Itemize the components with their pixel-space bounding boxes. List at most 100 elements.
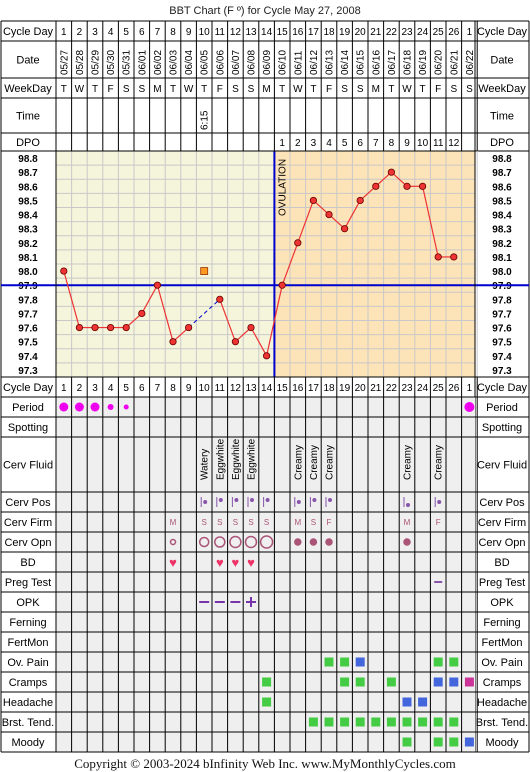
date-cell: 06/22 bbox=[465, 50, 476, 75]
temp-point bbox=[325, 210, 333, 219]
y-tick-label: 98.3 bbox=[18, 225, 38, 236]
symptom-square bbox=[355, 657, 365, 667]
temp-point bbox=[262, 352, 271, 360]
temp-line-segment bbox=[344, 200, 361, 229]
row-label-moody: Moody bbox=[11, 737, 45, 749]
row-label-spotting: Spotting bbox=[8, 422, 48, 434]
date-cell: 05/31 bbox=[122, 50, 133, 75]
weekday-cell: W bbox=[402, 84, 412, 95]
row-label-right-cerv_opn: Cerv Opn bbox=[478, 537, 525, 549]
cerv-fluid-cell: Creamy bbox=[434, 445, 445, 480]
y-tick-label: 97.9 bbox=[18, 281, 38, 292]
dpo-cell: 2 bbox=[295, 138, 301, 149]
cerv-firm-cell: M bbox=[404, 518, 411, 527]
temp-point bbox=[231, 338, 239, 346]
row-label-cerv_pos: Cerv Pos bbox=[5, 497, 51, 509]
cerv-pos-dot bbox=[218, 498, 223, 502]
temp-line-segment bbox=[219, 299, 236, 342]
row-label-date: Date bbox=[16, 55, 39, 67]
row-background bbox=[56, 572, 475, 592]
cerv-pos-dot bbox=[265, 498, 270, 502]
symptom-square bbox=[308, 717, 318, 727]
date-cell: 06/11 bbox=[293, 50, 304, 75]
cycle-day-cell: 13 bbox=[245, 383, 257, 394]
row-label-ferning: Ferning bbox=[9, 617, 46, 629]
temp-line-segment bbox=[141, 284, 158, 314]
cycle-day-cell: 15 bbox=[277, 383, 289, 394]
bd-heart: ♥ bbox=[216, 555, 224, 570]
temp-point bbox=[309, 196, 317, 205]
cycle-day-cell: 22 bbox=[386, 383, 398, 394]
period-dot bbox=[107, 404, 114, 410]
cycle-day-cell: 8 bbox=[170, 27, 176, 38]
row-background bbox=[56, 712, 475, 732]
date-cell: 06/16 bbox=[371, 50, 382, 75]
weekday-cell: M bbox=[262, 84, 270, 95]
cerv-firm-cell: S bbox=[264, 518, 269, 527]
row-label-opk: OPK bbox=[16, 597, 40, 609]
cycle-day-cell: 24 bbox=[417, 27, 429, 38]
weekday-cell: F bbox=[108, 84, 114, 95]
weekday-cell: M bbox=[153, 84, 161, 95]
y-tick-label-right: 98.0 bbox=[492, 267, 512, 278]
cerv-opn-circle bbox=[294, 538, 302, 546]
date-cell: 06/10 bbox=[278, 50, 289, 75]
y-tick-label-right: 98.1 bbox=[492, 253, 512, 264]
cerv-fluid-cell: Creamy bbox=[293, 445, 304, 480]
y-tick-label-right: 97.6 bbox=[492, 324, 512, 335]
cycle-day-cell: 12 bbox=[230, 383, 242, 394]
temp-point bbox=[278, 281, 286, 289]
date-cell: 05/28 bbox=[75, 50, 86, 75]
cycle-day-cell: 5 bbox=[123, 27, 129, 38]
dpo-cell: 11 bbox=[433, 138, 444, 149]
cycle-day-cell: 25 bbox=[433, 27, 445, 38]
row-label-right-cerv_firm: Cerv Firm bbox=[478, 517, 526, 529]
symptom-square bbox=[340, 717, 350, 727]
cycle-day-cell: 16 bbox=[292, 383, 304, 394]
cerv-opn-circle bbox=[325, 538, 333, 546]
cycle-day-cell: 10 bbox=[199, 383, 211, 394]
weekday-cell: S bbox=[357, 84, 364, 95]
temp-point bbox=[107, 323, 115, 332]
date-cell: 06/04 bbox=[184, 50, 195, 75]
y-tick-label-right: 98.5 bbox=[492, 196, 512, 207]
cycle-day-cell: 18 bbox=[323, 27, 335, 38]
cycle-day-cell: 6 bbox=[139, 383, 145, 394]
weekday-cell: T bbox=[61, 84, 67, 95]
symptom-square bbox=[340, 677, 350, 687]
cycle-day-cell: 23 bbox=[401, 27, 413, 38]
cerv-firm-cell: M bbox=[294, 518, 301, 527]
temp-line-segment bbox=[422, 186, 439, 258]
y-tick-label: 98.0 bbox=[18, 267, 38, 278]
date-cell: 06/05 bbox=[200, 50, 211, 75]
row-label-right-headache: Headache bbox=[477, 697, 527, 709]
weekday-cell: S bbox=[138, 84, 145, 95]
cycle-day-cell: 14 bbox=[261, 383, 273, 394]
y-tick-label-right: 98.3 bbox=[492, 225, 512, 236]
cycle-day-cell: 2 bbox=[77, 383, 83, 394]
cycle-day-cell: 26 bbox=[448, 383, 460, 394]
cycle-day-cell: 26 bbox=[448, 27, 460, 38]
date-cell: 06/08 bbox=[247, 50, 258, 75]
cycle-day-cell: 11 bbox=[215, 383, 226, 394]
cycle-day-cell: 2 bbox=[77, 27, 83, 38]
cerv-firm-cell: S bbox=[311, 518, 316, 527]
y-tick-label-right: 98.2 bbox=[492, 239, 512, 250]
temp-point bbox=[372, 182, 380, 190]
row-background bbox=[56, 512, 475, 532]
row-label-period: Period bbox=[12, 402, 44, 414]
symptom-square bbox=[418, 697, 428, 707]
date-cell: 06/07 bbox=[231, 50, 242, 75]
temp-point bbox=[75, 323, 84, 332]
row-label-brst_tend: Brst. Tend. bbox=[2, 717, 54, 729]
cerv-fluid-cell: Creamy bbox=[403, 445, 414, 480]
cycle-day-cell: 14 bbox=[261, 27, 273, 38]
symptom-square bbox=[449, 657, 459, 667]
period-dot bbox=[90, 402, 100, 412]
cerv-opn-circle bbox=[244, 535, 258, 549]
temp-line-segment bbox=[281, 242, 299, 286]
cycle-day-cell: 13 bbox=[245, 27, 257, 38]
symptom-square bbox=[386, 717, 396, 727]
weekday-cell: S bbox=[466, 84, 473, 95]
